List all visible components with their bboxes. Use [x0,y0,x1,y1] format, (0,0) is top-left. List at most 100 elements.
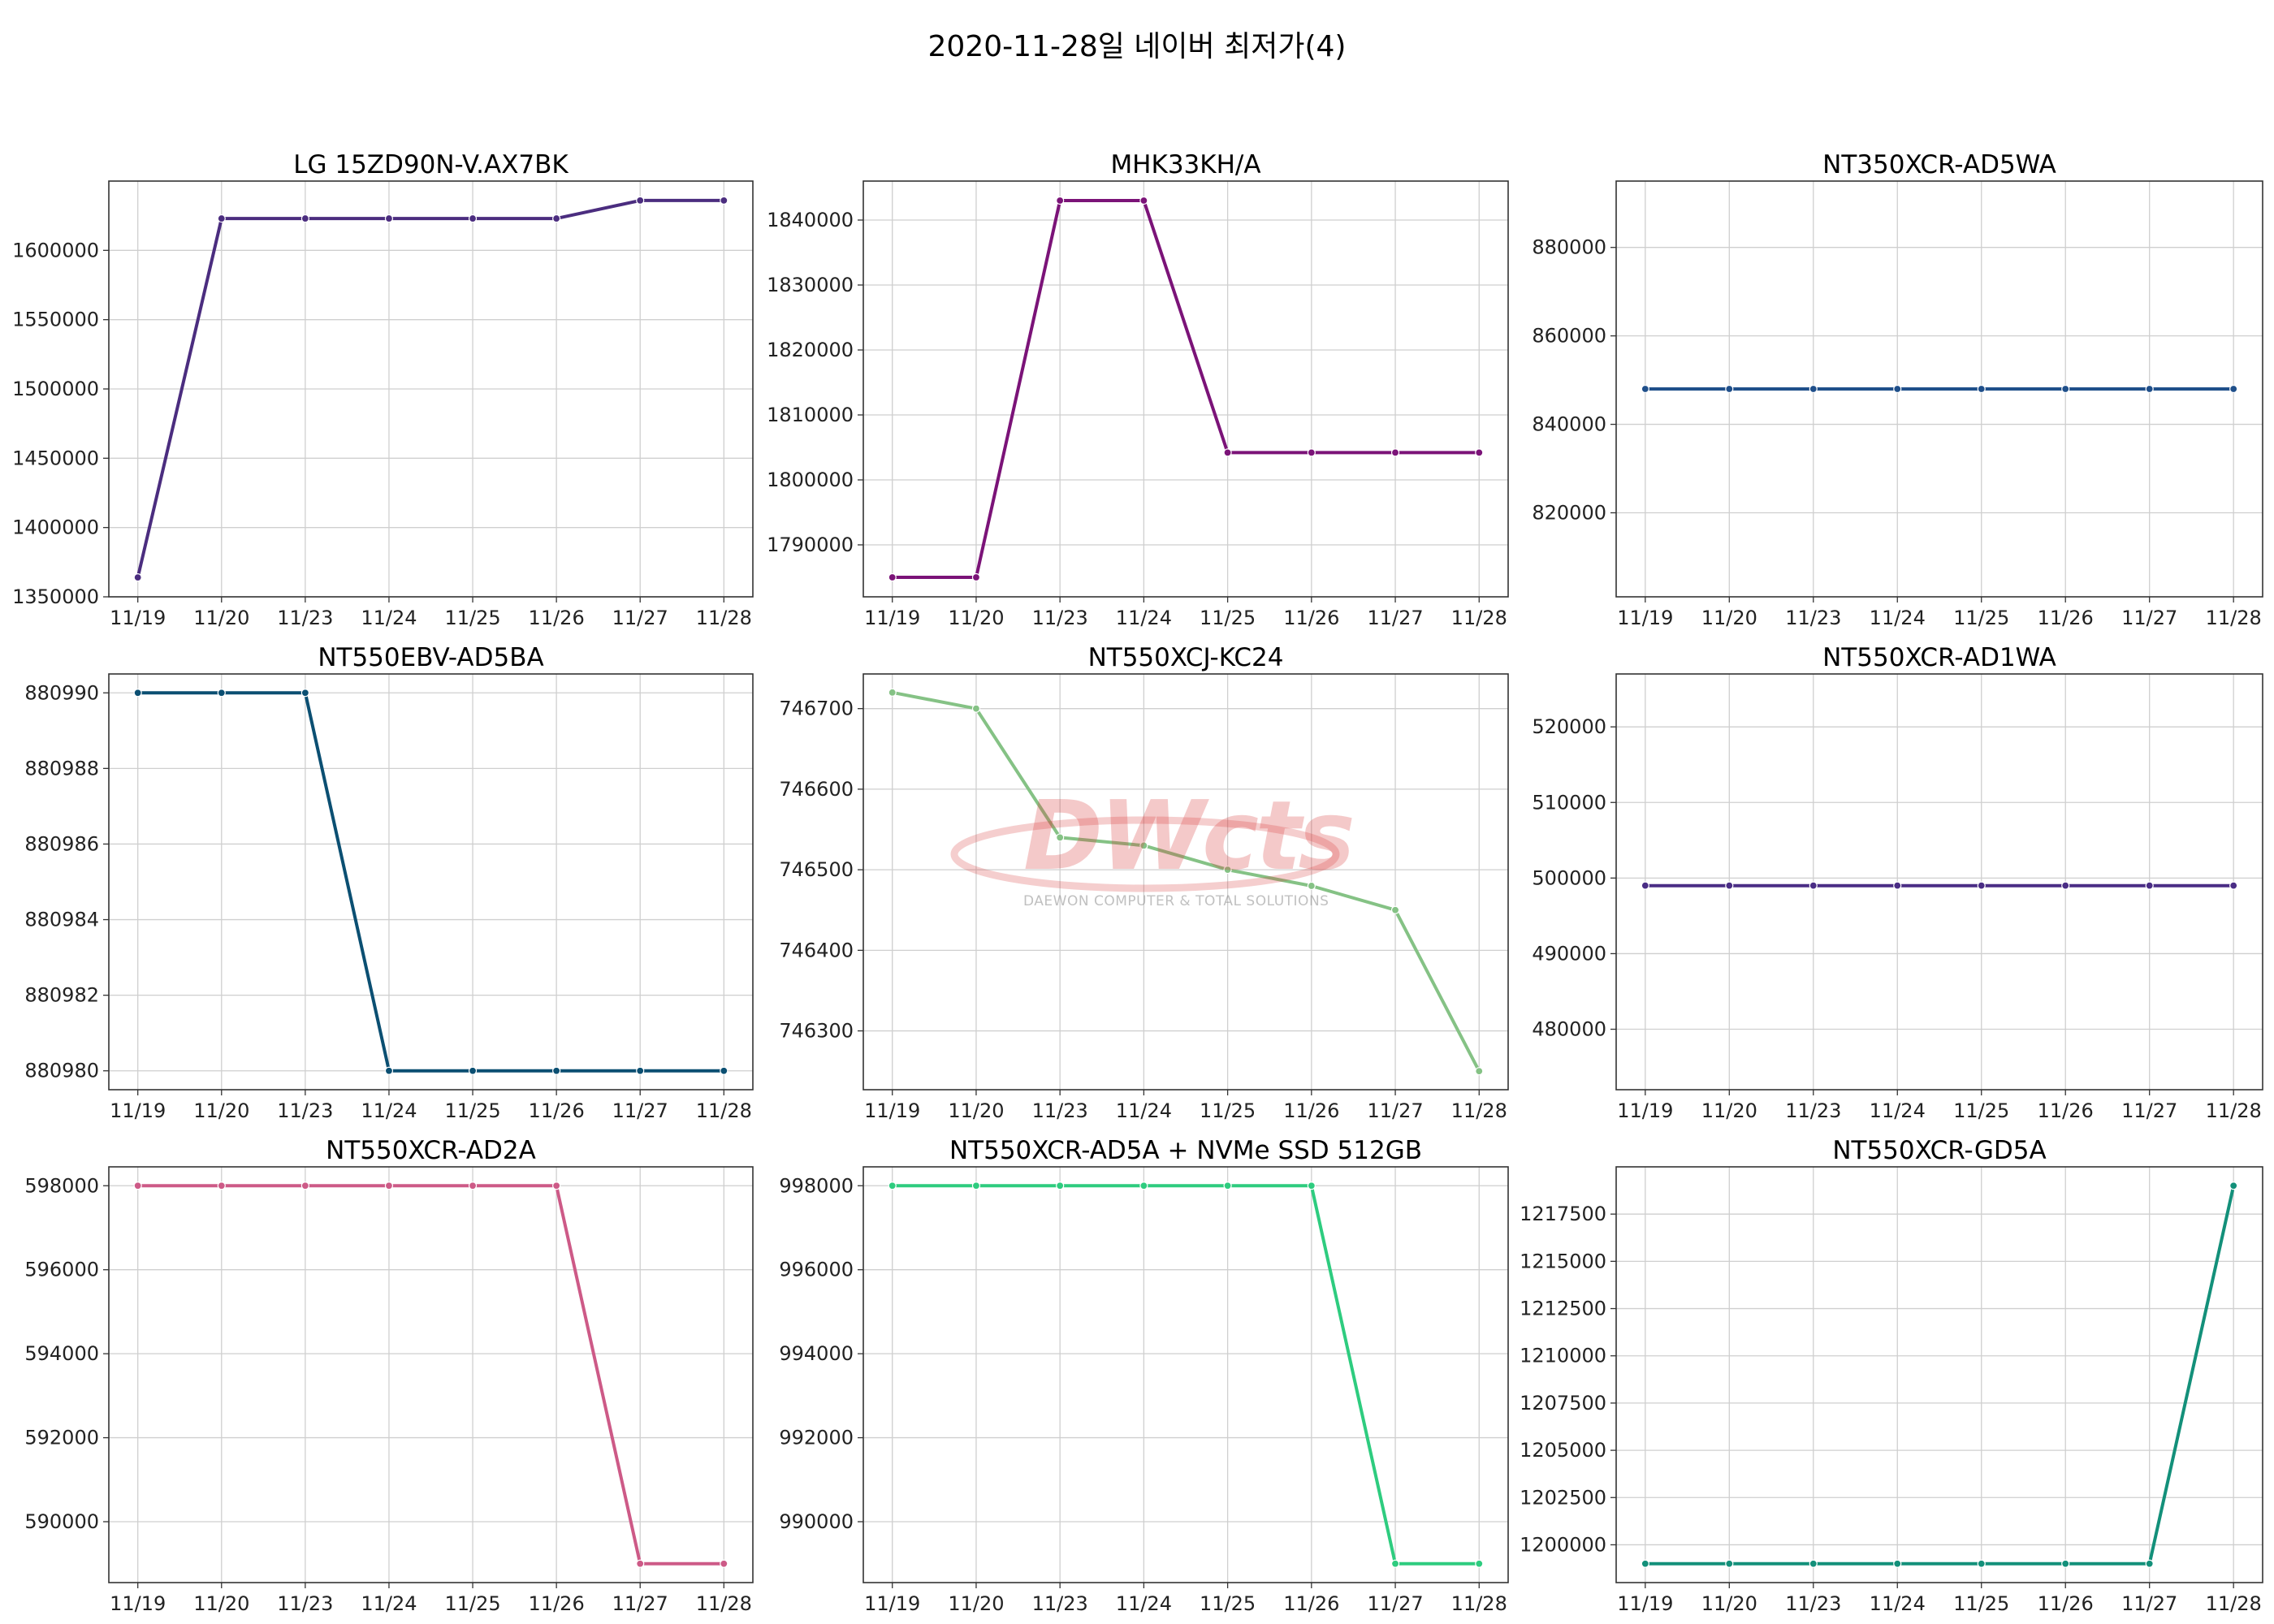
data-point [2061,881,2070,890]
x-tick-label: 11/19 [1617,1592,1673,1615]
data-point [552,214,561,223]
x-tick-label: 11/19 [1617,1099,1673,1122]
data-point [2145,1559,2154,1568]
x-tick-label: 11/19 [864,1592,920,1615]
x-tick-label: 11/27 [2121,1099,2177,1122]
axes-frame [862,673,1509,1091]
x-tick-label: 11/27 [2121,1592,2177,1615]
data-point [1725,384,1734,394]
x-tick-label: 11/23 [1032,1592,1088,1615]
data-point [1809,1559,1818,1568]
data-point [888,572,897,582]
x-tick-label: 11/24 [1870,1592,1926,1615]
x-tick-label: 11/20 [1701,607,1757,629]
y-tick-label: 990000 [779,1510,854,1533]
y-tick-label: 520000 [1532,715,1606,738]
x-tick-label: 11/26 [2038,1099,2094,1122]
y-tick-label: 860000 [1532,325,1606,348]
data-point [1725,1559,1734,1568]
x-tick-label: 11/20 [948,607,1004,629]
data-point [1977,384,1986,394]
x-tick-label: 11/20 [193,607,249,629]
data-point [720,196,728,205]
data-point [1475,448,1484,457]
subplot-5: 11/19 11/20 11/23 11/24 11/25 11/26 11/27 11/28… [779,643,1509,1122]
data-point [720,1559,728,1568]
data-point [1056,1181,1065,1190]
x-tick-label: 11/26 [2038,607,2094,629]
data-point [468,1066,478,1075]
y-tick-label: 880984 [24,909,99,931]
data-point [217,689,226,698]
x-tick-label: 11/23 [1785,1099,1841,1122]
x-tick-label: 11/25 [444,607,500,629]
y-tick-label: 596000 [24,1259,99,1281]
x-tick-label: 11/25 [1953,1592,2009,1615]
x-tick-label: 11/24 [361,1099,417,1122]
data-point [1475,1559,1484,1568]
y-tick-label: 1217500 [1520,1203,1606,1225]
x-tick-label: 11/26 [529,1099,585,1122]
data-point [300,1181,309,1190]
y-tick-label: 746700 [779,698,854,720]
y-tick-label: 500000 [1532,866,1606,889]
series-line [892,199,1480,579]
y-tick-label: 1202500 [1520,1486,1606,1509]
x-tick-label: 11/27 [2121,607,2177,629]
data-point [971,572,981,582]
x-tick-label: 11/28 [1451,1099,1507,1122]
x-tick-label: 11/24 [361,1592,417,1615]
y-tick-label: 746500 [779,858,854,881]
x-tick-label: 11/23 [1032,1099,1088,1122]
data-point [468,1181,478,1190]
x-tick-label: 11/28 [696,1099,752,1122]
data-point [1056,833,1065,842]
y-tick-label: 746400 [779,939,854,961]
x-tick-label: 11/19 [1617,607,1673,629]
x-tick-label: 11/23 [277,1099,333,1122]
subplot-2: 11/19 11/20 11/23 11/24 11/25 11/26 11/27 11/28… [767,150,1509,629]
data-point [636,1066,645,1075]
data-point [1641,384,1649,394]
data-point [217,214,226,223]
y-tick-label: 592000 [24,1427,99,1449]
x-tick-label: 11/19 [110,1099,166,1122]
subplot-7: 11/19 11/20 11/23 11/24 11/25 11/26 11/27 11/28… [24,1136,754,1615]
axes-frame [862,180,1509,598]
data-point [2229,1181,2238,1190]
x-tick-label: 11/28 [2206,1592,2262,1615]
data-point [2145,384,2154,394]
data-point [133,573,142,582]
y-tick-label: 1215000 [1520,1250,1606,1272]
y-tick-label: 1550000 [12,309,99,331]
y-tick-label: 590000 [24,1510,99,1533]
subplot-title: NT350XCR-AD5WA [1822,150,2056,179]
y-tick-label: 1830000 [767,274,854,296]
y-tick-label: 880988 [24,757,99,780]
data-point [1390,448,1400,457]
subplot-4: 11/19 11/20 11/23 11/24 11/25 11/26 11/27 11/28… [24,643,754,1122]
x-tick-label: 11/23 [277,1592,333,1615]
x-tick-label: 11/28 [2206,607,2262,629]
x-tick-label: 11/28 [696,1592,752,1615]
x-tick-label: 11/24 [1116,1099,1172,1122]
x-tick-label: 11/27 [612,1592,668,1615]
data-point [2061,384,2070,394]
data-point [468,214,478,223]
data-point [1307,881,1316,891]
x-tick-label: 11/28 [1451,1592,1507,1615]
axes-frame [108,1166,754,1583]
subplot-3: 11/19 11/20 11/23 11/24 11/25 11/26 11/27 11/28… [1532,150,2263,629]
y-tick-label: 1810000 [767,404,854,426]
subplot-title: NT550XCR-GD5A [1832,1136,2046,1165]
x-tick-label: 11/23 [277,607,333,629]
data-point [1390,1559,1400,1568]
y-tick-label: 746300 [779,1020,854,1043]
data-point [1725,881,1734,890]
y-tick-label: 1500000 [12,378,99,400]
series-line [892,1184,1480,1566]
data-point [888,688,897,697]
data-point [1977,881,1986,890]
data-point [2145,881,2154,890]
